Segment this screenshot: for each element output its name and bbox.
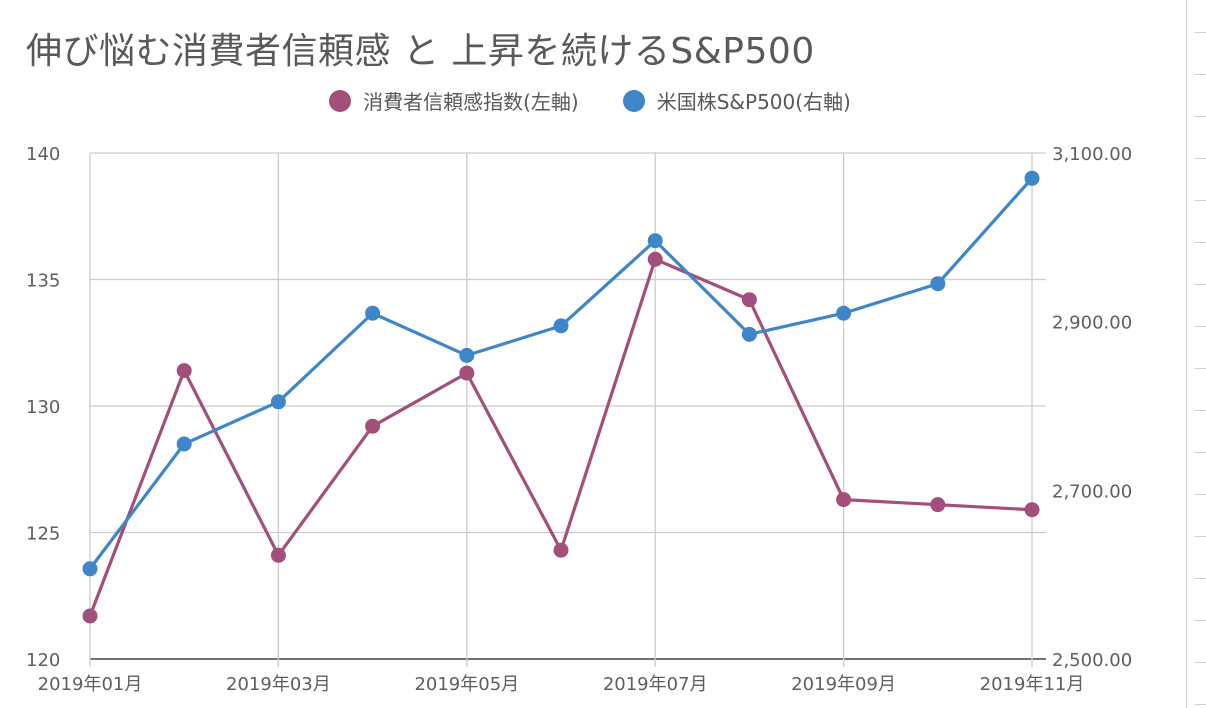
- right-axis-tick-label: 3,100.00: [1052, 144, 1132, 165]
- grid-layer: [89, 152, 1046, 667]
- series-1-point[interactable]: [741, 326, 757, 342]
- series-line-0: [88, 257, 1033, 617]
- edge-tick: [1195, 368, 1206, 369]
- edge-tick: [1195, 620, 1206, 621]
- series-0-point[interactable]: [270, 547, 286, 563]
- legend: 消費者信頼感指数(左軸) 米国株S&P500(右軸): [0, 86, 1180, 115]
- series-1-point[interactable]: [836, 305, 852, 321]
- left-axis-tick-label: 125: [26, 524, 60, 545]
- left-axis-tick-label: 130: [26, 397, 60, 418]
- series-line-1: [88, 177, 1034, 570]
- edge-tick: [1195, 326, 1206, 327]
- legend-item-sp500[interactable]: 米国株S&P500(右軸): [622, 86, 851, 115]
- right-axis-tick-label: 2,900.00: [1052, 313, 1132, 334]
- series-1-point[interactable]: [930, 276, 946, 292]
- x-axis-tick-label: 2019年07月: [603, 674, 708, 695]
- series-0-point[interactable]: [82, 608, 98, 624]
- right-axis-tick-label: 2,500.00: [1052, 650, 1132, 671]
- series-1-point[interactable]: [365, 305, 381, 321]
- legend-item-consumer-confidence[interactable]: 消費者信頼感指数(左軸): [329, 86, 579, 115]
- edge-tick: [1195, 410, 1206, 411]
- edge-tick: [1195, 200, 1206, 201]
- series-1-point[interactable]: [176, 436, 192, 452]
- series-0-point[interactable]: [1024, 502, 1040, 518]
- series-layer: [82, 170, 1040, 624]
- series-1-point[interactable]: [1024, 170, 1040, 186]
- series-0-point[interactable]: [553, 542, 569, 558]
- series-0-point[interactable]: [365, 418, 381, 434]
- legend-marker-consumer-confidence: [329, 89, 352, 112]
- edge-tick: [1195, 662, 1206, 663]
- legend-label-consumer-confidence: 消費者信頼感指数(左軸): [363, 90, 579, 114]
- edge-tick: [1195, 452, 1206, 453]
- series-1-point[interactable]: [553, 318, 569, 334]
- axis-layer: 120 125 130 135 140 2019年01月 2019年03月 2019年05月 2…: [26, 144, 1132, 695]
- edge-tick: [1195, 116, 1206, 117]
- edge-tick: [1195, 242, 1206, 243]
- left-axis-tick-label: 140: [26, 144, 60, 165]
- edge-tick: [1195, 704, 1206, 705]
- edge-tick: [1195, 494, 1206, 495]
- edge-tick: [1195, 578, 1206, 579]
- left-axis-tick-label: 135: [26, 271, 60, 292]
- series-1-point[interactable]: [647, 233, 663, 249]
- left-axis-tick-label: 120: [26, 650, 60, 671]
- chart-title: 伸び悩む消費者信頼感 と 上昇を続けるS&P500: [26, 31, 815, 72]
- series-1-point[interactable]: [270, 394, 286, 410]
- legend-marker-sp500: [622, 89, 645, 112]
- edge-tick: [1195, 32, 1206, 33]
- series-0-point[interactable]: [930, 497, 946, 513]
- x-axis-tick-label: 2019年09月: [791, 674, 896, 695]
- series-1-point[interactable]: [459, 347, 475, 363]
- edge-tick: [1195, 158, 1206, 159]
- series-0-point[interactable]: [647, 251, 663, 267]
- right-axis-tick-label: 2,700.00: [1052, 481, 1132, 502]
- series-0-point[interactable]: [741, 292, 757, 308]
- window-edge-scrollbar[interactable]: [1186, 0, 1206, 708]
- edge-tick: [1195, 284, 1206, 285]
- x-axis-tick-label: 2019年11月: [980, 674, 1085, 695]
- legend-label-sp500: 米国株S&P500(右軸): [656, 90, 851, 114]
- series-1-point[interactable]: [82, 561, 98, 577]
- series-0-point[interactable]: [459, 365, 475, 381]
- x-axis-tick-label: 2019年03月: [226, 674, 331, 695]
- edge-tick: [1195, 74, 1206, 75]
- edge-tick: [1195, 536, 1206, 537]
- x-axis-tick-label: 2019年01月: [38, 674, 143, 695]
- series-0-point[interactable]: [176, 363, 192, 379]
- x-axis-tick-label: 2019年05月: [414, 674, 519, 695]
- series-0-point[interactable]: [836, 492, 852, 508]
